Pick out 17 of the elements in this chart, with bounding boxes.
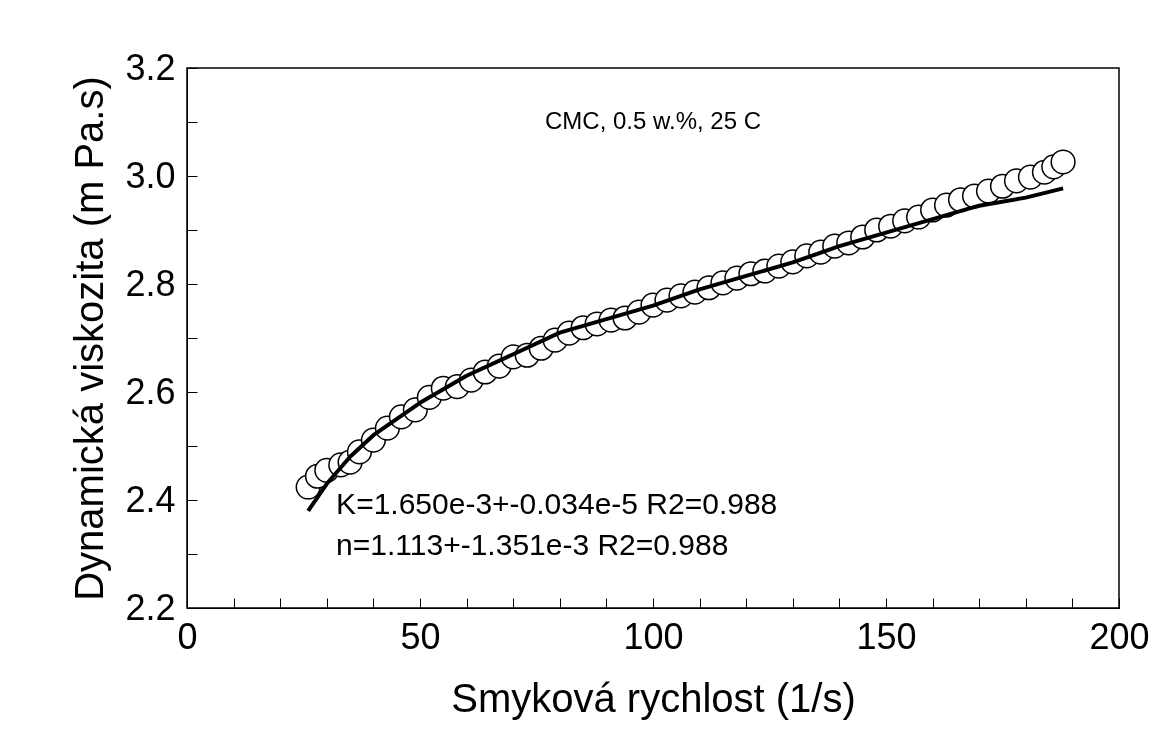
x-axis-title: Smyková rychlost (1/s) xyxy=(451,675,856,720)
y-tick-label: 3.0 xyxy=(125,154,176,196)
y-tick-label: 2.8 xyxy=(125,262,176,304)
point xyxy=(1050,149,1076,175)
y-tick-label: 2.2 xyxy=(125,586,176,628)
x-tick-label: 200 xyxy=(1089,615,1150,657)
y-tick-label: 2.4 xyxy=(125,478,176,520)
y-axis-title: Dynamická viskozita (m Pa.s) xyxy=(67,76,112,601)
x-tick-label: 50 xyxy=(400,615,441,657)
y-tick-label: 3.2 xyxy=(125,46,176,88)
x-tick-label: 150 xyxy=(856,615,917,657)
y-tick-label: 2.6 xyxy=(125,370,176,412)
annotation: CMC, 0.5 w.%, 25 C xyxy=(544,107,762,134)
x-tick-label: 100 xyxy=(623,615,684,657)
annotation: K=1.650e-3+-0.034e-5 R2=0.988 xyxy=(336,487,778,521)
annotation: n=1.113+-1.351e-3 R2=0.988 xyxy=(336,527,729,561)
x-tick-label: 0 xyxy=(177,615,198,657)
